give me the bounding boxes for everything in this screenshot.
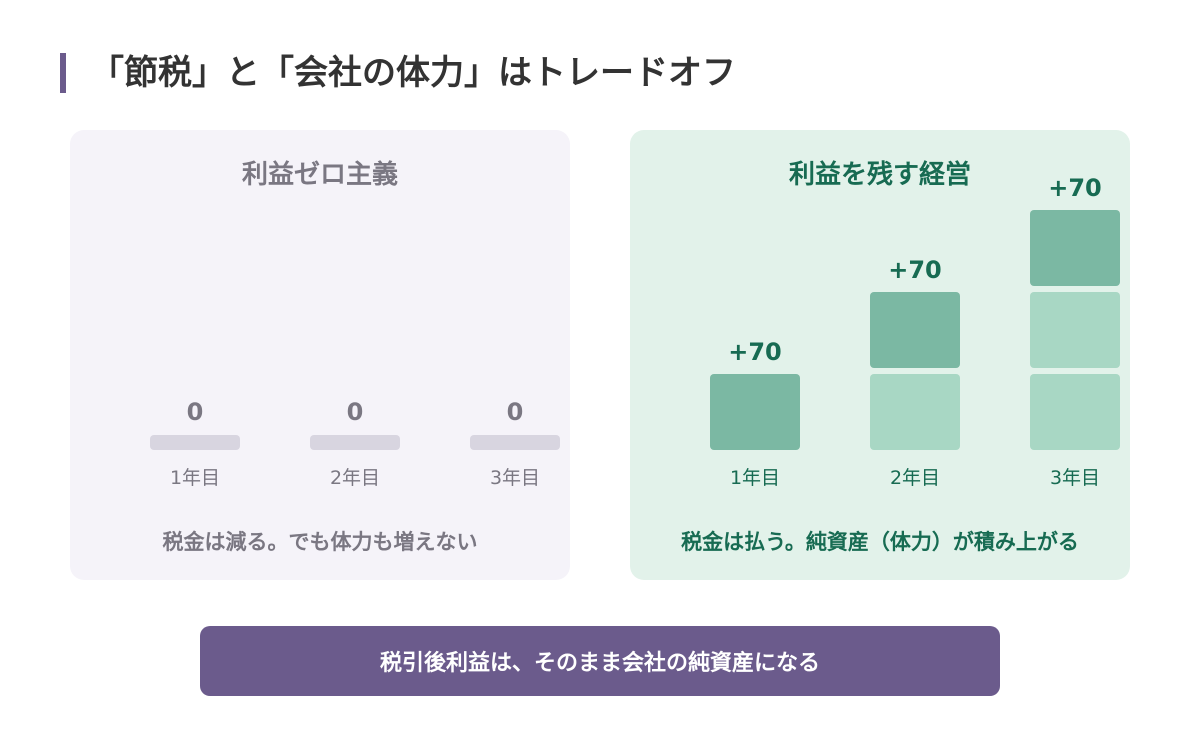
category-label: 1年目 — [730, 467, 780, 489]
bar-block-accumulated — [1030, 292, 1120, 368]
title-accent-bar — [60, 53, 66, 93]
category-label: 2年目 — [890, 467, 940, 489]
bar-block-accumulated — [1030, 374, 1120, 450]
data-label: 0 — [347, 398, 364, 426]
bar-zero — [470, 435, 560, 450]
data-label: +70 — [728, 338, 782, 366]
data-label: +70 — [1048, 174, 1102, 202]
data-label: 0 — [187, 398, 204, 426]
data-label: +70 — [888, 256, 942, 284]
category-label: 1年目 — [170, 467, 220, 489]
data-label: 0 — [507, 398, 524, 426]
chart-right: +70 1年目 +70 2年目 +70 3年目 — [710, 174, 1120, 489]
footer-text: 税引後利益は、そのまま会社の純資産になる — [379, 651, 820, 676]
panel-heading-left: 利益ゼロ主義 — [241, 160, 398, 190]
panel-retain-profit: 利益を残す経営 +70 1年目 +70 2年目 +70 3年目 税金は払う。純資産（体力）… — [630, 130, 1130, 580]
category-label: 2年目 — [330, 467, 380, 489]
bar-block-new — [870, 292, 960, 368]
footer-banner: 税引後利益は、そのまま会社の純資産になる — [200, 626, 1000, 696]
category-label: 3年目 — [1050, 467, 1100, 489]
bar-zero — [150, 435, 240, 450]
panel-heading-right: 利益を残す経営 — [788, 160, 971, 190]
bar-block-accumulated — [870, 374, 960, 450]
page-title: 「節税」と「会社の体力」はトレードオフ — [90, 53, 736, 93]
panel-profit-zero: 利益ゼロ主義 0 1年目 0 2年目 0 3年目 税金は減る。でも体力も増えない — [70, 130, 570, 580]
panel-caption-left: 税金は減る。でも体力も増えない — [162, 530, 478, 554]
panel-caption-right: 税金は払う。純資産（体力）が積み上がる — [681, 530, 1079, 554]
chart-left: 0 1年目 0 2年目 0 3年目 — [150, 398, 560, 489]
bar-block-new — [1030, 210, 1120, 286]
bar-block-new — [710, 374, 800, 450]
bar-zero — [310, 435, 400, 450]
category-label: 3年目 — [490, 467, 540, 489]
